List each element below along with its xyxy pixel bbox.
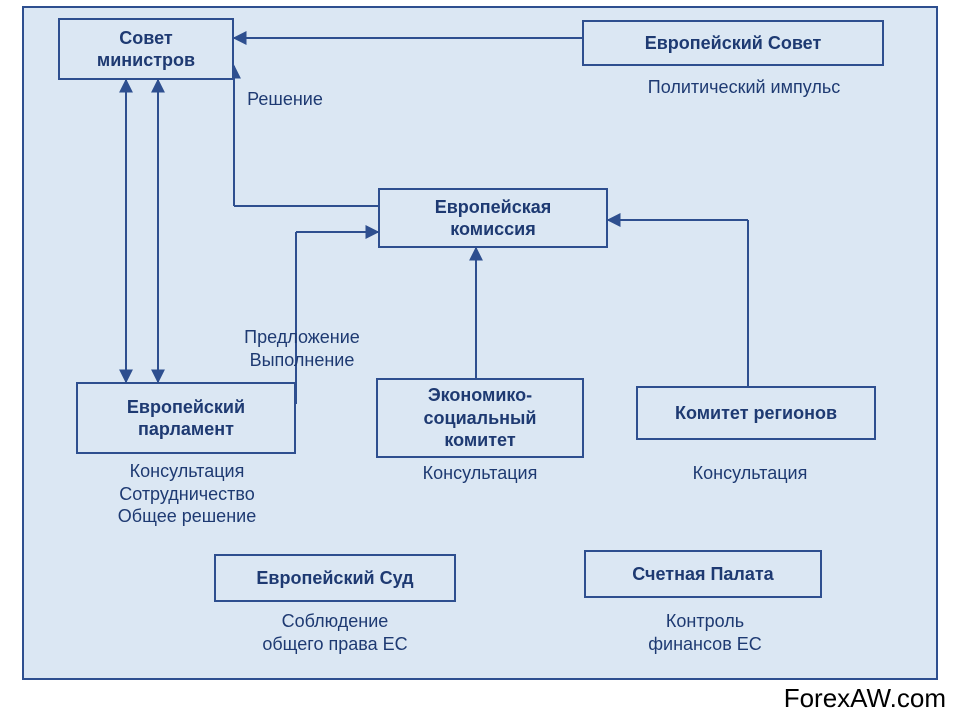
node-regions: Комитет регионов: [636, 386, 876, 440]
label-l_ecosoc: Консультация: [390, 462, 570, 485]
watermark: ForexAW.com: [784, 683, 946, 714]
diagram-canvas: { "type": "flowchart", "canvas": { "widt…: [0, 0, 960, 720]
label-l_parliament: Консультация Сотрудничество Общее решени…: [72, 460, 302, 528]
label-l_decision: Решение: [210, 88, 360, 111]
node-court: Европейский Суд: [214, 554, 456, 602]
label-l_regions: Консультация: [650, 462, 850, 485]
label-l_propexec: Предложение Выполнение: [212, 326, 392, 371]
node-ecosoc: Экономико- социальный комитет: [376, 378, 584, 458]
node-parliament: Европейский парламент: [76, 382, 296, 454]
label-l_court: Соблюдение общего права ЕС: [214, 610, 456, 655]
node-accounts: Счетная Палата: [584, 550, 822, 598]
node-commission: Европейская комиссия: [378, 188, 608, 248]
node-eucouncil: Европейский Совет: [582, 20, 884, 66]
node-council: Совет министров: [58, 18, 234, 80]
label-l_impulse: Политический импульс: [604, 76, 884, 99]
label-l_accounts: Контроль финансов ЕС: [600, 610, 810, 655]
